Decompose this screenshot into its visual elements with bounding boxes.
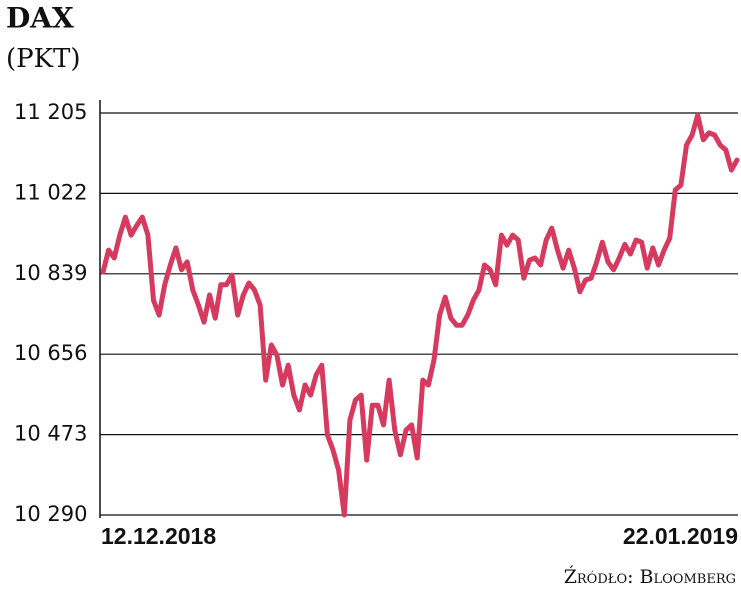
- y-tick-label: 11 022: [14, 180, 87, 204]
- y-tick-label: 10 656: [14, 341, 87, 365]
- y-tick-label: 10 290: [14, 502, 87, 526]
- y-tick-label: 10 473: [14, 422, 87, 446]
- chart-title: DAX: [6, 2, 74, 35]
- source: Źródło: Bloomberg: [564, 565, 736, 588]
- y-tick-label: 11 205: [14, 100, 87, 124]
- y-tick-label: 10 839: [14, 261, 87, 285]
- x-tick-label: 22.01.2019: [623, 523, 738, 549]
- chart-subtitle: (PKT): [6, 44, 81, 74]
- line: [100, 112, 740, 518]
- x-tick-label: 12.12.2018: [101, 523, 216, 549]
